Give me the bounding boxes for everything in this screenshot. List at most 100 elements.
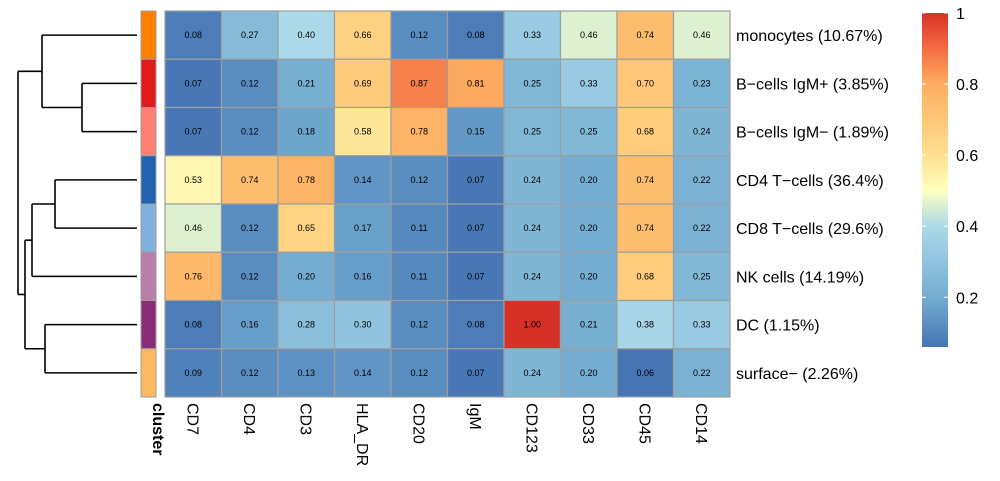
cluster-color-swatch: [140, 300, 157, 350]
cell-value-label: 0.08: [467, 30, 485, 40]
cell-value-label: 0.12: [241, 271, 259, 281]
heatmap-cell: [220, 58, 279, 109]
heatmap-cell: [672, 155, 731, 205]
heatmap-cell: [559, 203, 618, 253]
cell-value-label: 0.12: [241, 223, 259, 233]
heatmap-cell: [220, 348, 279, 398]
cell-value-label: 0.12: [241, 368, 259, 378]
heatmap-cell: [164, 203, 223, 253]
heatmap-cell: [390, 10, 449, 60]
column-label: CD45: [635, 403, 652, 444]
row-label: DC (1.15%): [736, 318, 820, 335]
cell-value-label: 0.22: [693, 175, 711, 185]
heatmap-cell: [390, 251, 449, 302]
cell-value-label: 0.25: [580, 127, 598, 137]
heatmap-cell: [446, 348, 505, 398]
heatmap-cell: [164, 348, 223, 398]
cell-value-label: 0.24: [693, 127, 711, 137]
column-label: CD14: [692, 403, 709, 444]
column-label: HLA_DR: [353, 403, 370, 466]
row-label: NK cells (14.19%): [736, 269, 864, 286]
cell-value-label: 0.07: [184, 78, 202, 88]
row-label: CD8 T−cells (29.6%): [736, 221, 884, 238]
heatmap-cell: [672, 203, 731, 253]
cell-value-label: 0.12: [410, 368, 428, 378]
heatmap-cell: [220, 203, 279, 253]
cell-value-label: 0.12: [241, 127, 259, 137]
cell-value-label: 0.24: [523, 368, 541, 378]
cell-value-label: 0.24: [523, 175, 541, 185]
cluster-axis-label: cluster: [149, 403, 166, 455]
cell-value-label: 0.06: [636, 368, 654, 378]
cell-value-label: 1.00: [523, 320, 541, 330]
cell-value-label: 0.33: [580, 78, 598, 88]
legend-tick-label: 1: [956, 6, 965, 23]
row-label: surface− (2.26%): [736, 366, 858, 383]
heatmap-cell: [503, 155, 562, 205]
heatmap-cell: [333, 251, 392, 302]
row-labels: monocytes (10.67%) B−cells IgM+ (3.85%) B−…: [736, 28, 889, 383]
heatmap-cell: [559, 10, 618, 60]
heatmap-cell: [616, 106, 675, 157]
cell-value-label: 0.21: [297, 78, 315, 88]
row-label: monocytes (10.67%): [736, 28, 883, 45]
color-legend: 0.2 0.4 0.6 0.8 1: [922, 6, 978, 347]
cell-value-label: 0.46: [580, 30, 598, 40]
cell-value-label: 0.74: [241, 175, 259, 185]
cell-value-label: 0.22: [693, 368, 711, 378]
heatmap-cell: [390, 203, 449, 253]
heatmap-cell: [277, 299, 336, 350]
cell-value-label: 0.76: [184, 271, 202, 281]
heatmap-cell: [672, 348, 731, 398]
cell-value-label: 0.20: [580, 223, 598, 233]
cell-value-label: 0.70: [636, 78, 654, 88]
cell-value-label: 0.17: [354, 223, 372, 233]
cell-value-label: 0.07: [184, 127, 202, 137]
cell-value-label: 0.20: [580, 175, 598, 185]
column-labels: CD7 CD4 CD3 HLA_DR CD20 IgM CD123 CD33 CD45 CD14: [183, 403, 709, 466]
cell-value-label: 0.22: [693, 223, 711, 233]
cell-value-label: 0.13: [297, 368, 315, 378]
heatmap-cell: [446, 203, 505, 253]
heatmap-cell: [672, 106, 731, 157]
heatmap-cell: [616, 251, 675, 302]
heatmap-cell: [277, 106, 336, 157]
cell-value-label: 0.28: [297, 320, 315, 330]
cell-value-label: 0.11: [411, 271, 428, 281]
heatmap-cell: [333, 348, 392, 398]
row-label: CD4 T−cells (36.4%): [736, 173, 884, 190]
heatmap-cell: [333, 58, 392, 109]
cell-value-label: 0.46: [693, 30, 711, 40]
heatmap-cell: [446, 251, 505, 302]
cell-value-label: 0.78: [410, 127, 428, 137]
heatmap-cell: [277, 348, 336, 398]
cluster-color-swatch: [140, 203, 157, 253]
cell-value-label: 0.68: [636, 271, 654, 281]
column-label: CD3: [296, 403, 313, 435]
cell-value-label: 0.16: [354, 271, 372, 281]
cell-value-label: 0.07: [467, 223, 485, 233]
cell-value-label: 0.14: [354, 368, 372, 378]
cell-value-label: 0.11: [411, 223, 428, 233]
cell-value-label: 0.08: [184, 30, 202, 40]
heatmap-cell: [277, 10, 336, 60]
cell-value-label: 0.12: [410, 175, 428, 185]
cell-value-label: 0.12: [410, 30, 428, 40]
heatmap-cell: [220, 155, 279, 205]
cell-value-label: 0.58: [354, 127, 372, 137]
legend-color-bar: [922, 13, 948, 347]
cell-value-label: 0.23: [693, 78, 711, 88]
cell-value-label: 0.14: [354, 175, 372, 185]
cell-value-label: 0.24: [523, 271, 541, 281]
cell-value-label: 0.15: [467, 127, 485, 137]
cluster-color-swatch: [140, 107, 157, 157]
heatmap-cell: [672, 299, 731, 350]
cell-value-label: 0.20: [297, 271, 315, 281]
row-label: B−cells IgM− (1.89%): [736, 125, 889, 142]
heatmap-cell: [277, 203, 336, 253]
cluster-color-swatch: [140, 155, 157, 205]
heatmap-cell: [277, 58, 336, 109]
heatmap-cell: [220, 106, 279, 157]
cell-value-label: 0.68: [636, 127, 654, 137]
cell-value-label: 0.21: [580, 320, 598, 330]
